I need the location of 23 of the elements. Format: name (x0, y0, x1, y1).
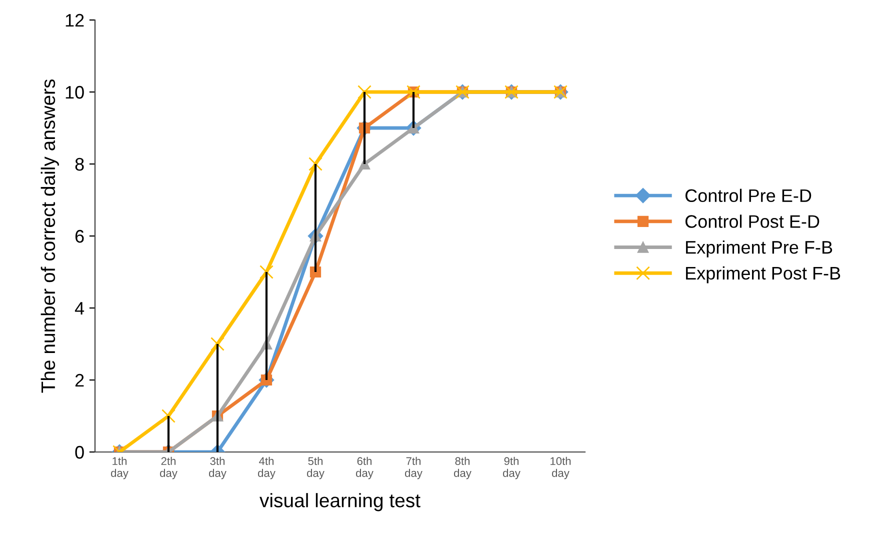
y-tick-label: 10 (66, 86, 84, 99)
legend-label: Control Pre E-D (685, 188, 812, 202)
x-tick-label: 4th day (258, 456, 276, 480)
x-tick-label: 6th day (356, 456, 374, 480)
x-tick-label: 5th day (307, 456, 324, 480)
legend-label: Control Post E-D (685, 214, 820, 228)
y-tick-label: 12 (66, 14, 84, 27)
y-tick-label: 4 (74, 302, 84, 315)
x-tick-label: 10th day (550, 456, 571, 480)
x-tick-label: 1th day (111, 456, 128, 480)
y-tick-label: 0 (75, 446, 84, 459)
y-tick-label: 2 (75, 374, 84, 387)
x-tick-label: 2th day (160, 456, 178, 480)
y-axis-title: The number of correct daily answers (40, 79, 59, 393)
x-tick-label: 7th day (405, 456, 422, 480)
x-tick-label: 9th day (503, 456, 520, 480)
legend-label: Expriment Post F-B (686, 266, 840, 284)
legend-label: Expriment Pre F-B (686, 240, 832, 258)
x-tick-label: 8th day (454, 456, 472, 480)
x-axis-title: visual learning test (260, 493, 420, 512)
y-tick-label: 8 (75, 158, 84, 171)
y-tick-label: 6 (75, 230, 84, 243)
x-tick-label: 3th day (209, 456, 226, 480)
